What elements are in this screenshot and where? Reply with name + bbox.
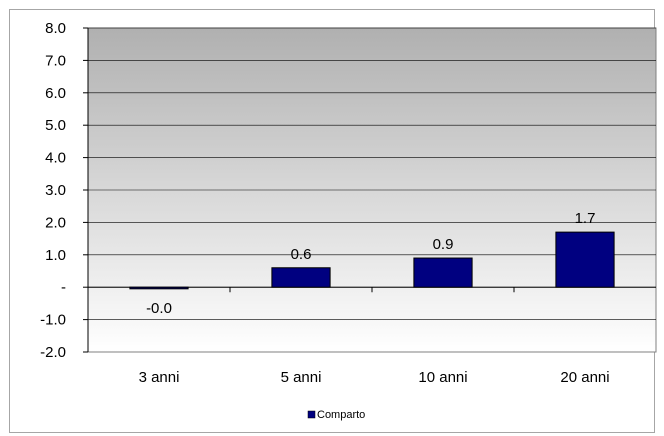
y-tick-label: 6.0 — [45, 85, 66, 102]
y-tick-label: 2.0 — [45, 214, 66, 231]
bars — [129, 231, 615, 290]
y-tick-label: - — [61, 279, 66, 296]
y-tick-label: 3.0 — [45, 182, 66, 199]
data-label: -0.0 — [146, 300, 172, 317]
data-label: 1.7 — [575, 210, 596, 227]
y-tick-label: 8.0 — [45, 20, 66, 37]
data-labels: -0.0 0.6 0.9 1.7 — [146, 210, 595, 317]
x-category-label: 3 anni — [139, 369, 180, 386]
x-category-label: 5 anni — [281, 369, 322, 386]
legend-swatch — [307, 410, 316, 419]
bar — [129, 286, 189, 290]
y-tick-label: -1.0 — [40, 312, 66, 329]
data-label: 0.6 — [291, 246, 312, 263]
y-tick-label: 7.0 — [45, 52, 66, 69]
data-label: 0.9 — [433, 236, 454, 253]
bar — [555, 231, 615, 288]
x-axis: 3 anni 5 anni 10 anni 20 anni — [139, 369, 610, 386]
legend-label: Comparto — [317, 409, 365, 421]
x-category-label: 10 anni — [418, 369, 467, 386]
y-axis: 8.0 7.0 6.0 5.0 4.0 3.0 2.0 1.0 - -1.0 -2.0 — [40, 20, 656, 361]
bar — [413, 257, 473, 288]
bar — [271, 267, 331, 288]
y-tick-label: -2.0 — [40, 344, 66, 361]
x-category-label: 20 anni — [560, 369, 609, 386]
y-tick-label: 1.0 — [45, 247, 66, 264]
y-tick-label: 4.0 — [45, 150, 66, 167]
legend: Comparto — [307, 409, 365, 421]
y-tick-label: 5.0 — [45, 117, 66, 134]
